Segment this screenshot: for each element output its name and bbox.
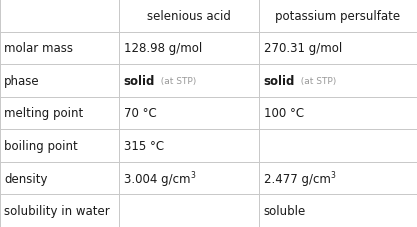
Text: molar mass: molar mass — [4, 42, 73, 55]
Text: 3.004 g/cm: 3.004 g/cm — [124, 172, 190, 185]
Text: 2.477 g/cm: 2.477 g/cm — [264, 172, 330, 185]
Text: 270.31 g/mol: 270.31 g/mol — [264, 42, 342, 55]
Text: soluble: soluble — [264, 204, 306, 217]
Text: melting point: melting point — [4, 107, 83, 120]
Text: 315 °C: 315 °C — [124, 139, 164, 152]
Text: 100 °C: 100 °C — [264, 107, 304, 120]
Text: solid: solid — [264, 75, 295, 88]
Text: selenious acid: selenious acid — [147, 10, 231, 23]
Text: 128.98 g/mol: 128.98 g/mol — [124, 42, 202, 55]
Text: 3: 3 — [190, 171, 195, 180]
Text: (at STP): (at STP) — [155, 76, 196, 86]
Text: 70 °C: 70 °C — [124, 107, 157, 120]
Text: 3: 3 — [330, 171, 335, 180]
Text: solid: solid — [124, 75, 155, 88]
Text: potassium persulfate: potassium persulfate — [275, 10, 400, 23]
Text: density: density — [4, 172, 48, 185]
Text: phase: phase — [4, 75, 40, 88]
Text: solubility in water: solubility in water — [4, 204, 110, 217]
Text: (at STP): (at STP) — [295, 76, 336, 86]
Text: boiling point: boiling point — [4, 139, 78, 152]
